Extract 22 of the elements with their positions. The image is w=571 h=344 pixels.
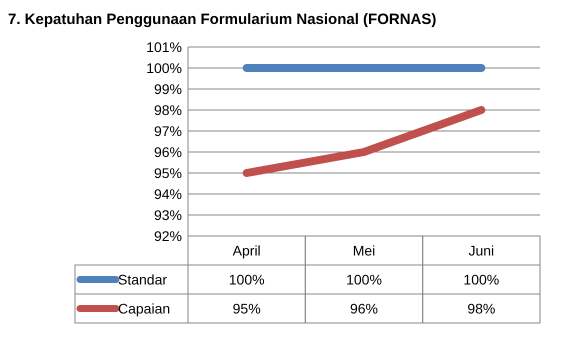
data-label: 100% — [228, 271, 265, 288]
y-tick-label: 92% — [154, 228, 182, 244]
data-label: 100% — [463, 271, 500, 288]
data-label: 98% — [467, 300, 496, 316]
y-tick-label: 100% — [146, 60, 182, 76]
chart-title: 7. Kepatuhan Penggunaan Formularium Nasional (FORNAS) — [8, 11, 436, 28]
y-tick-label: 95% — [154, 164, 182, 181]
x-tick-label: Mei — [352, 242, 376, 258]
legend-label: Standar — [118, 271, 168, 288]
x-tick-label: April — [232, 242, 261, 258]
y-tick-label: 93% — [154, 206, 182, 223]
y-tick-label: 98% — [154, 102, 182, 118]
y-tick-label: 94% — [154, 186, 182, 202]
y-tick-label: 101% — [146, 38, 182, 55]
data-label: 95% — [232, 300, 261, 316]
x-tick-label: Juni — [468, 242, 494, 258]
y-tick-label: 96% — [154, 144, 182, 160]
y-tick-label: 97% — [154, 122, 182, 139]
data-label: 100% — [346, 271, 382, 288]
data-label: 96% — [350, 300, 378, 316]
y-tick-label: 99% — [154, 80, 182, 97]
legend-label: Capaian — [118, 300, 170, 316]
